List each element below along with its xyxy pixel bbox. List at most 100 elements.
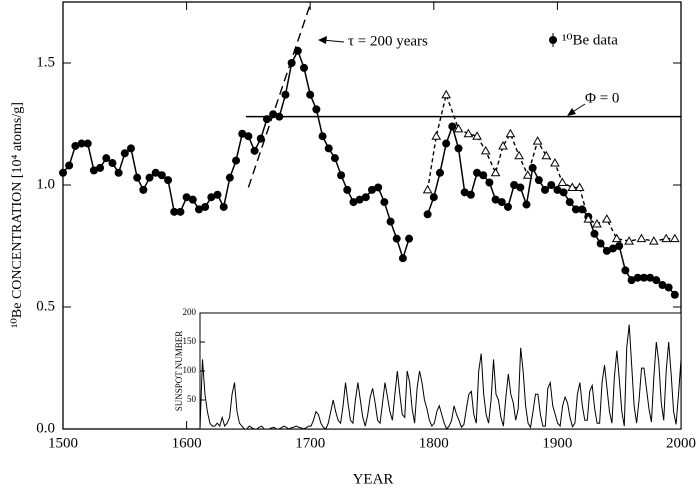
data-point (120, 149, 129, 158)
data-point (534, 176, 543, 185)
x-tick-label: 1800 (419, 435, 449, 451)
data-point (139, 185, 148, 194)
y-tick-label: 50 (187, 394, 197, 404)
data-point (194, 205, 203, 214)
data-point (547, 181, 556, 189)
data-point (300, 63, 309, 72)
data-point (627, 276, 636, 285)
data-point (108, 159, 117, 168)
data-point (281, 90, 290, 99)
series-line (426, 123, 676, 296)
data-point (460, 188, 469, 197)
data-point (624, 236, 634, 245)
data-point (565, 198, 574, 207)
data-point (497, 198, 506, 207)
data-point (553, 185, 562, 194)
data-point (532, 136, 543, 145)
data-point (164, 176, 173, 185)
data-point (361, 193, 370, 202)
data-point (59, 168, 67, 177)
data-point (435, 168, 444, 177)
data-point (601, 214, 612, 223)
series-line (247, 4, 311, 188)
data-point (65, 161, 74, 170)
data-point (343, 185, 352, 194)
data-point (516, 183, 525, 192)
y-tick-label: 100 (183, 365, 197, 375)
data-point (466, 190, 475, 199)
legend-label: ¹⁰Be data (562, 32, 618, 48)
data-point (485, 178, 494, 187)
data-point (423, 210, 432, 219)
data-point (510, 181, 519, 189)
data-point (652, 276, 661, 285)
data-point (453, 123, 464, 133)
data-point (219, 202, 228, 211)
legend-marker (549, 36, 557, 44)
y-tick-label: 0.5 (36, 298, 55, 314)
data-point (661, 233, 672, 243)
data-point (541, 185, 550, 194)
data-point (405, 234, 414, 243)
data-point (664, 283, 673, 292)
data-point (256, 134, 265, 143)
data-point (337, 171, 346, 180)
data-point (392, 234, 401, 243)
data-point (238, 129, 247, 138)
data-point (431, 131, 442, 140)
data-point (648, 236, 659, 245)
data-point (71, 141, 80, 150)
data-point (374, 183, 383, 192)
data-point (611, 233, 622, 243)
data-point (422, 184, 433, 194)
x-axis-label: YEAR (353, 471, 394, 487)
data-point (646, 273, 655, 282)
data-point (490, 167, 501, 177)
inset-y-axis-label: SUNSPOT NUMBER (174, 331, 184, 412)
data-point (232, 156, 241, 165)
data-point (89, 166, 98, 175)
data-point (102, 154, 111, 163)
data-point (386, 217, 395, 226)
data-point (145, 173, 154, 182)
data-point (541, 150, 552, 160)
data-point (213, 190, 222, 199)
data-point (170, 207, 179, 216)
data-point (441, 89, 452, 99)
plot-0: 1500 1600 1700 1800 1900 2000 0.0 0.5 1.0 1.5 (36, 1, 696, 451)
annotation-tau: τ = 200 years (348, 33, 428, 49)
data-point (442, 139, 451, 148)
data-point (590, 229, 599, 238)
data-point (503, 202, 512, 211)
data-point (126, 144, 135, 153)
x-tick-label: 1500 (48, 435, 78, 451)
data-point (355, 195, 364, 204)
data-point (583, 214, 594, 223)
data-point (77, 139, 86, 148)
y-tick-label: 0.0 (36, 420, 55, 436)
data-point (574, 182, 585, 191)
y-tick-label: 1.5 (36, 54, 55, 70)
plot-1: 50 100 150 200 (183, 307, 682, 430)
x-tick-label: 2000 (666, 435, 696, 451)
data-point (96, 163, 105, 172)
data-point (596, 239, 605, 248)
data-point (670, 290, 679, 299)
data-point (83, 139, 92, 148)
data-point (592, 219, 602, 228)
data-point (633, 273, 642, 282)
arrowhead (567, 108, 576, 116)
data-point (498, 140, 508, 150)
data-point (528, 163, 537, 172)
data-point (448, 122, 457, 131)
data-point (454, 144, 463, 153)
data-point (522, 170, 533, 179)
data-point (658, 281, 667, 290)
data-point (567, 182, 578, 191)
data-point (182, 193, 191, 202)
data-point (559, 188, 568, 197)
data-point (330, 154, 339, 163)
series-line (62, 48, 410, 261)
data-point (188, 195, 197, 204)
